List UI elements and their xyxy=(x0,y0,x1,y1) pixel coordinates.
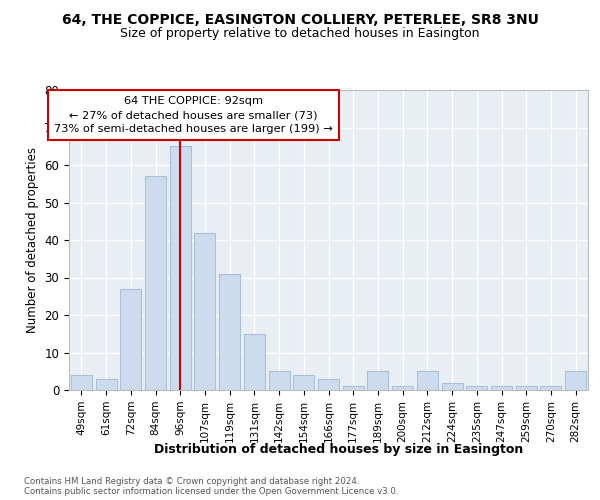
Bar xyxy=(95,379,116,390)
Bar xyxy=(145,176,166,390)
Bar xyxy=(491,386,512,390)
Bar xyxy=(541,386,562,390)
Bar xyxy=(269,371,290,390)
Bar xyxy=(466,386,487,390)
Text: 64 THE COPPICE: 92sqm
← 27% of detached houses are smaller (73)
73% of semi-deta: 64 THE COPPICE: 92sqm ← 27% of detached … xyxy=(54,96,333,134)
Bar xyxy=(194,232,215,390)
Bar xyxy=(367,371,388,390)
Bar xyxy=(170,146,191,390)
Text: Contains HM Land Registry data © Crown copyright and database right 2024.: Contains HM Land Registry data © Crown c… xyxy=(24,478,359,486)
Bar xyxy=(516,386,537,390)
Bar xyxy=(244,334,265,390)
Bar xyxy=(293,375,314,390)
Bar xyxy=(417,371,438,390)
Bar xyxy=(219,274,240,390)
Y-axis label: Number of detached properties: Number of detached properties xyxy=(26,147,39,333)
Text: Distribution of detached houses by size in Easington: Distribution of detached houses by size … xyxy=(154,442,524,456)
Bar xyxy=(120,289,141,390)
Bar xyxy=(343,386,364,390)
Text: Size of property relative to detached houses in Easington: Size of property relative to detached ho… xyxy=(120,28,480,40)
Text: 64, THE COPPICE, EASINGTON COLLIERY, PETERLEE, SR8 3NU: 64, THE COPPICE, EASINGTON COLLIERY, PET… xyxy=(62,12,538,26)
Bar xyxy=(565,371,586,390)
Text: Contains public sector information licensed under the Open Government Licence v3: Contains public sector information licen… xyxy=(24,488,398,496)
Bar xyxy=(318,379,339,390)
Bar xyxy=(442,382,463,390)
Bar xyxy=(392,386,413,390)
Bar xyxy=(71,375,92,390)
